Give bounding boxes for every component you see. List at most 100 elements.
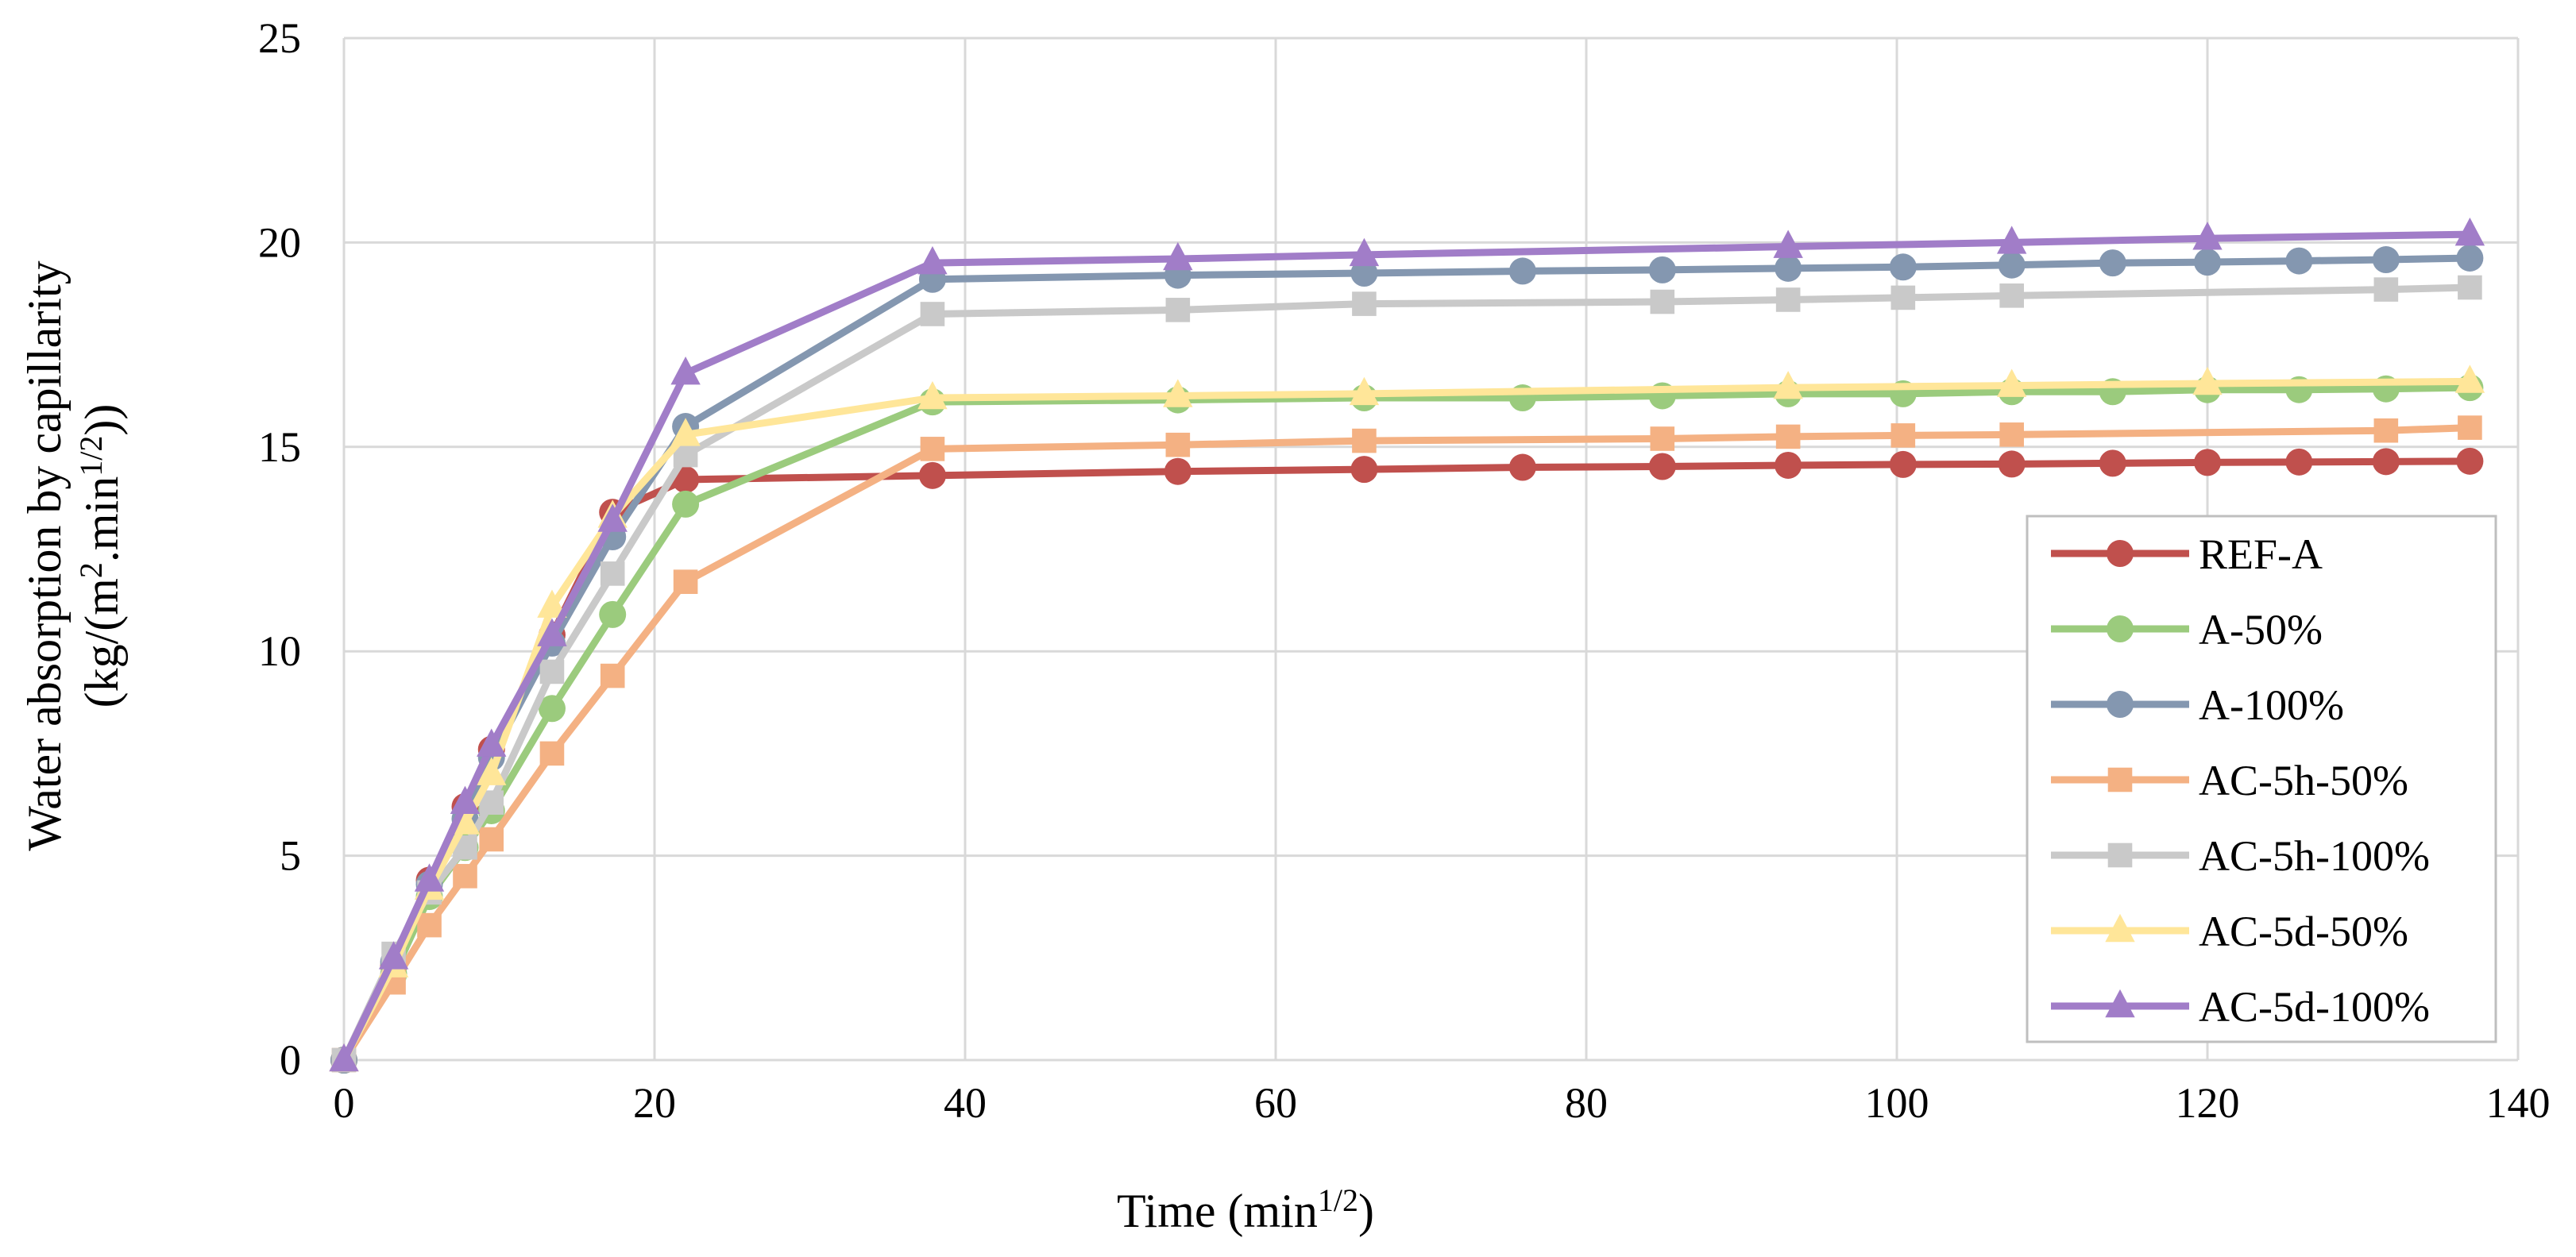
data-point [917,246,948,275]
x-tick-label: 20 [633,1079,676,1127]
legend-item: REF-A [2051,530,2323,578]
data-point [600,663,625,688]
data-point [1352,428,1377,453]
data-point [2107,842,2133,868]
data-point [1996,226,2027,254]
data-point [1998,450,2026,478]
data-point [2105,989,2135,1018]
y-tick-label: 5 [280,832,301,880]
legend-item: A-100% [2051,681,2344,729]
data-point [2285,448,2313,476]
legend-label: AC-5h-50% [2199,757,2408,804]
data-point [1650,289,1675,314]
y-tick-label: 10 [258,627,301,675]
data-point [2373,418,2399,443]
data-point [917,380,948,410]
data-point [479,827,504,852]
data-point [1648,256,1676,283]
data-point [1349,237,1380,267]
data-point [2105,913,2135,943]
data-point [1889,450,1917,478]
data-point [2099,449,2126,477]
data-point [2372,246,2400,274]
data-point [538,695,566,723]
data-point [2454,218,2485,246]
data-point [2458,275,2482,300]
x-tick-label: 100 [1865,1079,1929,1127]
data-point [2458,415,2482,440]
data-point [1165,432,1191,457]
data-point [450,785,481,814]
legend-item: AC-5h-100% [2051,832,2430,880]
data-point [1508,257,1536,285]
data-point [378,941,409,970]
data-point [597,503,628,532]
legend-label: AC-5d-100% [2199,983,2430,1031]
data-point [477,757,507,785]
y-axis-label-line2: (kg/(m2.min1/2)) [73,404,128,708]
data-point [414,863,445,892]
data-point [1775,424,1801,449]
y-axis-label: Water absorption by capillarity (kg/(m2.… [18,260,128,850]
data-point [2194,449,2221,476]
data-point [1164,457,1191,485]
legend-item: AC-5d-50% [2051,908,2408,955]
data-point [918,461,946,489]
legend-item: AC-5d-100% [2051,983,2430,1031]
data-point [1508,453,1536,481]
data-point [2372,448,2400,476]
data-point [537,589,567,618]
data-point [673,569,698,594]
legend-label: REF-A [2199,530,2323,578]
data-point [2192,222,2223,250]
data-point [920,302,945,326]
data-point [2373,277,2399,302]
y-tick-label: 20 [258,218,301,266]
data-point [1775,287,1801,312]
data-point [2099,249,2126,277]
x-tick-label: 140 [2486,1079,2551,1127]
data-point [672,490,700,518]
legend-item: AC-5h-50% [2051,757,2408,804]
legend-label: A-50% [2199,606,2323,654]
data-point [2107,540,2134,567]
legend-label: A-100% [2199,681,2344,729]
data-point [1352,291,1377,316]
data-point [537,618,567,646]
data-point [2456,447,2484,475]
x-tick-label: 60 [1254,1079,1297,1127]
x-tick-label: 80 [1565,1079,1608,1127]
series-ac-5d-100- [329,218,2485,1072]
series-group [329,218,2485,1074]
data-point [1890,285,1916,310]
tick-labels: 0 20 40 60 80 100 120 140 0 5 10 15 20 25 [258,14,2551,1127]
data-point [2107,615,2134,642]
data-point [1350,260,1378,287]
data-point [600,561,625,586]
data-point [453,864,477,889]
data-point [1996,368,2027,397]
data-point [2285,247,2313,275]
data-point [477,728,507,757]
data-point [2107,767,2133,792]
data-point [1773,229,1803,258]
data-point [1349,376,1380,406]
data-point [670,357,701,385]
data-point [670,418,701,446]
data-point [1163,241,1193,271]
data-point [599,600,627,628]
y-axis-label-line1: Water absorption by capillarity [18,260,71,850]
data-point [1999,422,2024,447]
y-tick-label: 0 [280,1036,301,1084]
x-tick-label: 0 [334,1079,355,1127]
data-point [1998,251,2026,279]
data-point [2194,249,2221,276]
data-point [1650,426,1675,451]
data-point [1350,456,1378,484]
data-point [2192,366,2223,395]
data-point [1889,253,1917,281]
data-point [920,437,945,461]
data-point [1775,451,1802,479]
data-point [1890,423,1916,448]
